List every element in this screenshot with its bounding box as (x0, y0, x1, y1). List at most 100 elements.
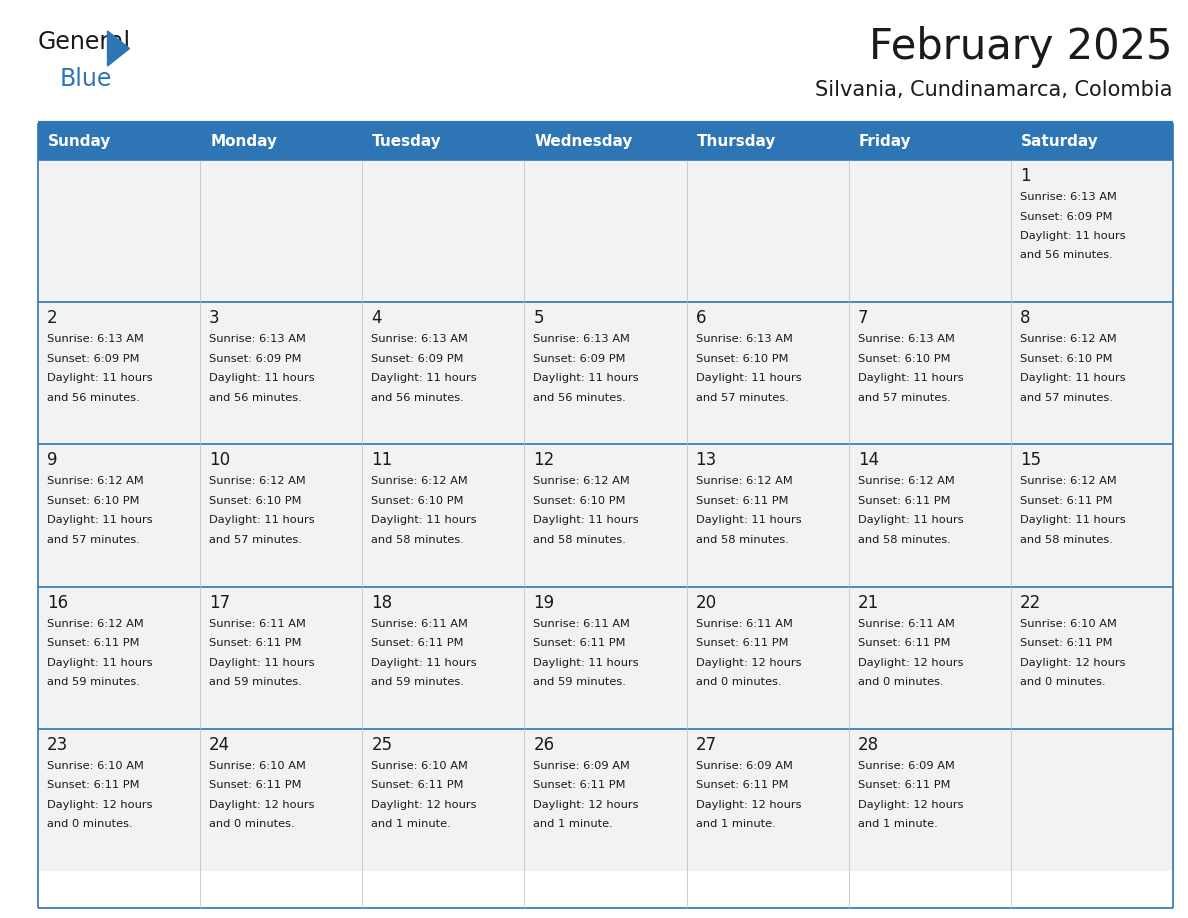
Text: and 56 minutes.: and 56 minutes. (372, 393, 465, 403)
Text: Sunrise: 6:13 AM: Sunrise: 6:13 AM (48, 334, 144, 344)
Text: 23: 23 (48, 736, 68, 754)
Text: and 58 minutes.: and 58 minutes. (858, 535, 950, 545)
Text: Sunset: 6:09 PM: Sunset: 6:09 PM (48, 353, 139, 364)
Text: Daylight: 11 hours: Daylight: 11 hours (48, 374, 152, 383)
Text: Sunset: 6:10 PM: Sunset: 6:10 PM (372, 496, 463, 506)
Text: Sunset: 6:09 PM: Sunset: 6:09 PM (209, 353, 302, 364)
Text: 26: 26 (533, 736, 555, 754)
Text: Sunrise: 6:12 AM: Sunrise: 6:12 AM (48, 476, 144, 487)
Text: and 0 minutes.: and 0 minutes. (48, 819, 133, 829)
Text: and 0 minutes.: and 0 minutes. (695, 677, 782, 687)
Text: 24: 24 (209, 736, 230, 754)
Text: 9: 9 (48, 452, 57, 469)
Text: February 2025: February 2025 (870, 26, 1173, 68)
Text: Sunset: 6:11 PM: Sunset: 6:11 PM (695, 638, 788, 648)
Text: Daylight: 11 hours: Daylight: 11 hours (1019, 374, 1125, 383)
Text: Daylight: 12 hours: Daylight: 12 hours (695, 657, 801, 667)
Text: Silvania, Cundinamarca, Colombia: Silvania, Cundinamarca, Colombia (815, 80, 1173, 100)
Text: Daylight: 12 hours: Daylight: 12 hours (858, 800, 963, 810)
Text: and 0 minutes.: and 0 minutes. (209, 819, 295, 829)
Bar (687, 123, 848, 160)
Text: Daylight: 11 hours: Daylight: 11 hours (209, 657, 315, 667)
Text: and 58 minutes.: and 58 minutes. (1019, 535, 1113, 545)
Text: 25: 25 (372, 736, 392, 754)
Text: Sunset: 6:11 PM: Sunset: 6:11 PM (372, 780, 463, 790)
Text: Sunset: 6:09 PM: Sunset: 6:09 PM (372, 353, 463, 364)
Text: Sunset: 6:10 PM: Sunset: 6:10 PM (209, 496, 302, 506)
Text: and 57 minutes.: and 57 minutes. (209, 535, 302, 545)
Text: Sunset: 6:11 PM: Sunset: 6:11 PM (1019, 496, 1112, 506)
Text: Sunset: 6:11 PM: Sunset: 6:11 PM (858, 496, 950, 506)
Text: 5: 5 (533, 309, 544, 327)
Text: Daylight: 12 hours: Daylight: 12 hours (533, 800, 639, 810)
Text: Daylight: 11 hours: Daylight: 11 hours (533, 374, 639, 383)
Text: Sunrise: 6:13 AM: Sunrise: 6:13 AM (858, 334, 955, 344)
Text: Daylight: 11 hours: Daylight: 11 hours (858, 515, 963, 525)
Text: Sunset: 6:11 PM: Sunset: 6:11 PM (695, 496, 788, 506)
Text: Sunset: 6:10 PM: Sunset: 6:10 PM (1019, 353, 1112, 364)
Bar (38, 444, 1173, 587)
Text: Daylight: 12 hours: Daylight: 12 hours (695, 800, 801, 810)
Text: Sunrise: 6:12 AM: Sunrise: 6:12 AM (1019, 334, 1117, 344)
Text: Sunrise: 6:13 AM: Sunrise: 6:13 AM (1019, 192, 1117, 202)
Text: Sunset: 6:11 PM: Sunset: 6:11 PM (533, 638, 626, 648)
Text: and 59 minutes.: and 59 minutes. (48, 677, 140, 687)
Text: and 57 minutes.: and 57 minutes. (695, 393, 789, 403)
Text: and 59 minutes.: and 59 minutes. (533, 677, 626, 687)
Text: Sunset: 6:09 PM: Sunset: 6:09 PM (1019, 211, 1112, 221)
Bar (38, 729, 1173, 871)
Text: Sunset: 6:10 PM: Sunset: 6:10 PM (48, 496, 139, 506)
Text: and 56 minutes.: and 56 minutes. (533, 393, 626, 403)
Text: Sunset: 6:09 PM: Sunset: 6:09 PM (533, 353, 626, 364)
Text: 15: 15 (1019, 452, 1041, 469)
Text: 1: 1 (1019, 167, 1030, 185)
Text: 8: 8 (1019, 309, 1030, 327)
Text: Sunrise: 6:10 AM: Sunrise: 6:10 AM (1019, 619, 1117, 629)
Text: Sunrise: 6:12 AM: Sunrise: 6:12 AM (1019, 476, 1117, 487)
Text: Daylight: 11 hours: Daylight: 11 hours (209, 515, 315, 525)
Text: Wednesday: Wednesday (535, 134, 633, 149)
Polygon shape (107, 31, 129, 66)
Text: Sunrise: 6:11 AM: Sunrise: 6:11 AM (209, 619, 307, 629)
Text: 14: 14 (858, 452, 879, 469)
Text: Sunset: 6:11 PM: Sunset: 6:11 PM (209, 780, 302, 790)
Text: 3: 3 (209, 309, 220, 327)
Text: Sunset: 6:10 PM: Sunset: 6:10 PM (858, 353, 950, 364)
Text: Sunrise: 6:12 AM: Sunrise: 6:12 AM (209, 476, 305, 487)
Text: Sunrise: 6:12 AM: Sunrise: 6:12 AM (48, 619, 144, 629)
Text: and 57 minutes.: and 57 minutes. (48, 535, 140, 545)
Text: Sunset: 6:11 PM: Sunset: 6:11 PM (533, 780, 626, 790)
Bar (200, 123, 362, 160)
Text: and 58 minutes.: and 58 minutes. (372, 535, 465, 545)
Text: and 1 minute.: and 1 minute. (372, 819, 451, 829)
Text: Sunrise: 6:09 AM: Sunrise: 6:09 AM (858, 761, 955, 771)
Text: Sunset: 6:11 PM: Sunset: 6:11 PM (858, 780, 950, 790)
Text: 6: 6 (695, 309, 706, 327)
Text: Tuesday: Tuesday (372, 134, 442, 149)
Text: and 56 minutes.: and 56 minutes. (209, 393, 302, 403)
Bar (38, 302, 1173, 444)
Text: and 1 minute.: and 1 minute. (858, 819, 937, 829)
Text: Sunset: 6:11 PM: Sunset: 6:11 PM (48, 638, 139, 648)
Text: 28: 28 (858, 736, 879, 754)
Text: Sunrise: 6:09 AM: Sunrise: 6:09 AM (695, 761, 792, 771)
Text: and 0 minutes.: and 0 minutes. (1019, 677, 1106, 687)
Text: Daylight: 11 hours: Daylight: 11 hours (695, 374, 801, 383)
Text: Thursday: Thursday (696, 134, 776, 149)
Text: Sunrise: 6:11 AM: Sunrise: 6:11 AM (533, 619, 631, 629)
Text: 13: 13 (695, 452, 716, 469)
Text: Daylight: 11 hours: Daylight: 11 hours (1019, 231, 1125, 241)
Text: Sunrise: 6:12 AM: Sunrise: 6:12 AM (695, 476, 792, 487)
Text: Sunrise: 6:10 AM: Sunrise: 6:10 AM (48, 761, 144, 771)
Text: and 1 minute.: and 1 minute. (695, 819, 776, 829)
Bar (38, 123, 200, 160)
Bar (38, 587, 1173, 729)
Text: and 56 minutes.: and 56 minutes. (48, 393, 140, 403)
Bar (38, 160, 1173, 302)
Text: 18: 18 (372, 594, 392, 611)
Text: and 56 minutes.: and 56 minutes. (1019, 251, 1113, 261)
Text: Sunrise: 6:13 AM: Sunrise: 6:13 AM (372, 334, 468, 344)
Text: Daylight: 11 hours: Daylight: 11 hours (372, 515, 476, 525)
Text: Sunset: 6:11 PM: Sunset: 6:11 PM (858, 638, 950, 648)
Text: Daylight: 11 hours: Daylight: 11 hours (695, 515, 801, 525)
